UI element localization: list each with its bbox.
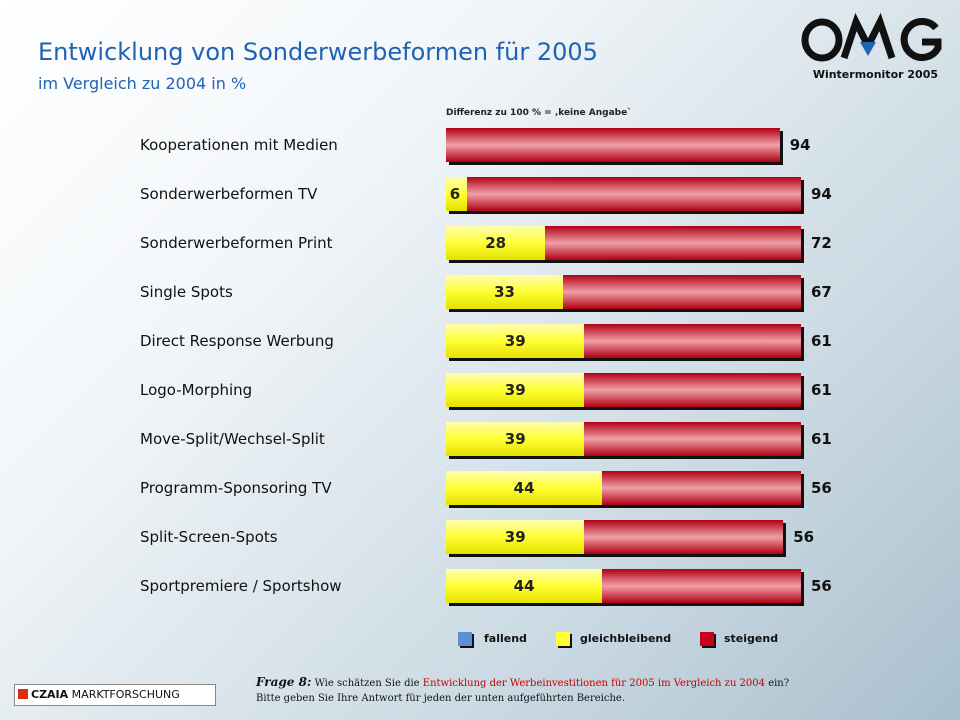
bar-segment-gleichbleibend (446, 373, 585, 407)
bar-segment-steigend (446, 128, 780, 162)
bar-row: Sportpremiere / Sportshow 44 56 (0, 569, 960, 609)
bar-row: Programm-Sponsoring TV 44 56 (0, 471, 960, 511)
data-label-gleichbleibend: 39 (504, 332, 526, 350)
bar-segment-gleichbleibend (446, 520, 585, 554)
data-label-gleichbleibend: 33 (494, 283, 515, 301)
bar-row: Single Spots 33 67 (0, 275, 960, 315)
data-label-gleichbleibend: 44 (513, 479, 535, 497)
chart-title: Entwicklung von Sonderwerbeformen für 20… (38, 38, 598, 66)
category-label: Sonderwerbeformen Print (140, 234, 333, 252)
data-label-steigend: 61 (811, 430, 832, 448)
data-label-steigend: 72 (811, 234, 832, 252)
source-square-icon (18, 689, 28, 699)
legend-swatch-gleichbleibend (556, 632, 570, 646)
bar-row: Kooperationen mit Medien 94 (0, 128, 960, 168)
chart-subtitle: im Vergleich zu 2004 in % (38, 74, 247, 93)
data-label-steigend: 94 (811, 185, 832, 203)
category-label: Single Spots (140, 283, 233, 301)
category-label: Direct Response Werbung (140, 332, 334, 350)
bar-segment-gleichbleibend (446, 275, 564, 309)
difference-note: Differenz zu 100 % = ‚keine Angabe` (446, 108, 632, 118)
legend-label-gleichbleibend: gleichbleibend (580, 632, 672, 645)
bar-segment-steigend (584, 324, 801, 358)
data-label-steigend: 61 (811, 381, 832, 399)
data-label-steigend: 56 (811, 577, 832, 595)
legend-swatch-fallend (458, 632, 472, 646)
bar-segment-steigend (467, 177, 801, 211)
data-label-gleichbleibend: 28 (485, 234, 507, 252)
bar-segment-gleichbleibend (446, 471, 603, 505)
bar-row: Split-Screen-Spots 39 56 (0, 520, 960, 560)
wintermonitor-label: Wintermonitor 2005 (812, 68, 938, 81)
bar-segment-steigend (602, 569, 801, 603)
data-label-gleichbleibend: 39 (504, 528, 526, 546)
bar-segment-gleichbleibend (446, 569, 603, 603)
source-badge: CZAIA MARKTFORSCHUNG (14, 684, 216, 706)
category-label: Sportpremiere / Sportshow (140, 577, 342, 595)
data-label-gleichbleibend: 39 (504, 381, 526, 399)
category-label: Programm-Sponsoring TV (140, 479, 332, 497)
category-label: Logo-Morphing (140, 381, 253, 399)
category-label: Move-Split/Wechsel-Split (140, 430, 325, 448)
data-label-steigend: 56 (793, 528, 815, 546)
data-label-steigend: 67 (811, 283, 832, 301)
question-text: Frage 8: Wie schätzen Sie die Entwicklun… (256, 675, 790, 704)
category-label: Split-Screen-Spots (140, 528, 278, 546)
bar-row: Sonderwerbeformen Print 28 72 (0, 226, 960, 266)
bar-segment-steigend (584, 422, 801, 456)
omg-logo (801, 12, 942, 62)
bar-segment-steigend (584, 373, 801, 407)
data-label-steigend: 56 (811, 479, 832, 497)
source-text: CZAIA MARKTFORSCHUNG (31, 688, 180, 701)
legend-label-steigend: steigend (724, 632, 779, 645)
bar-segment-gleichbleibend (446, 226, 546, 260)
legend-swatch-steigend (700, 632, 714, 646)
category-label: Sonderwerbeformen TV (140, 185, 318, 203)
data-label-gleichbleibend: 6 (449, 185, 461, 203)
data-label-steigend: 94 (789, 136, 811, 154)
category-label: Kooperationen mit Medien (140, 136, 338, 154)
bar-row: Move-Split/Wechsel-Split 39 61 (0, 422, 960, 462)
data-label-gleichbleibend: 39 (504, 430, 526, 448)
bar-row: Sonderwerbeformen TV 6 94 (0, 177, 960, 217)
bar-segment-steigend (545, 226, 801, 260)
bar-segment-gleichbleibend (446, 324, 585, 358)
bar-segment-steigend (584, 520, 784, 554)
legend-label-fallend: fallend (484, 632, 527, 645)
bar-row: Logo-Morphing 39 61 (0, 373, 960, 413)
data-label-gleichbleibend: 44 (513, 577, 535, 595)
bar-row: Direct Response Werbung 39 61 (0, 324, 960, 364)
bar-segment-gleichbleibend (446, 177, 468, 211)
bar-segment-gleichbleibend (446, 422, 585, 456)
bar-segment-steigend (602, 471, 801, 505)
data-label-steigend: 61 (811, 332, 832, 350)
bar-segment-steigend (563, 275, 801, 309)
